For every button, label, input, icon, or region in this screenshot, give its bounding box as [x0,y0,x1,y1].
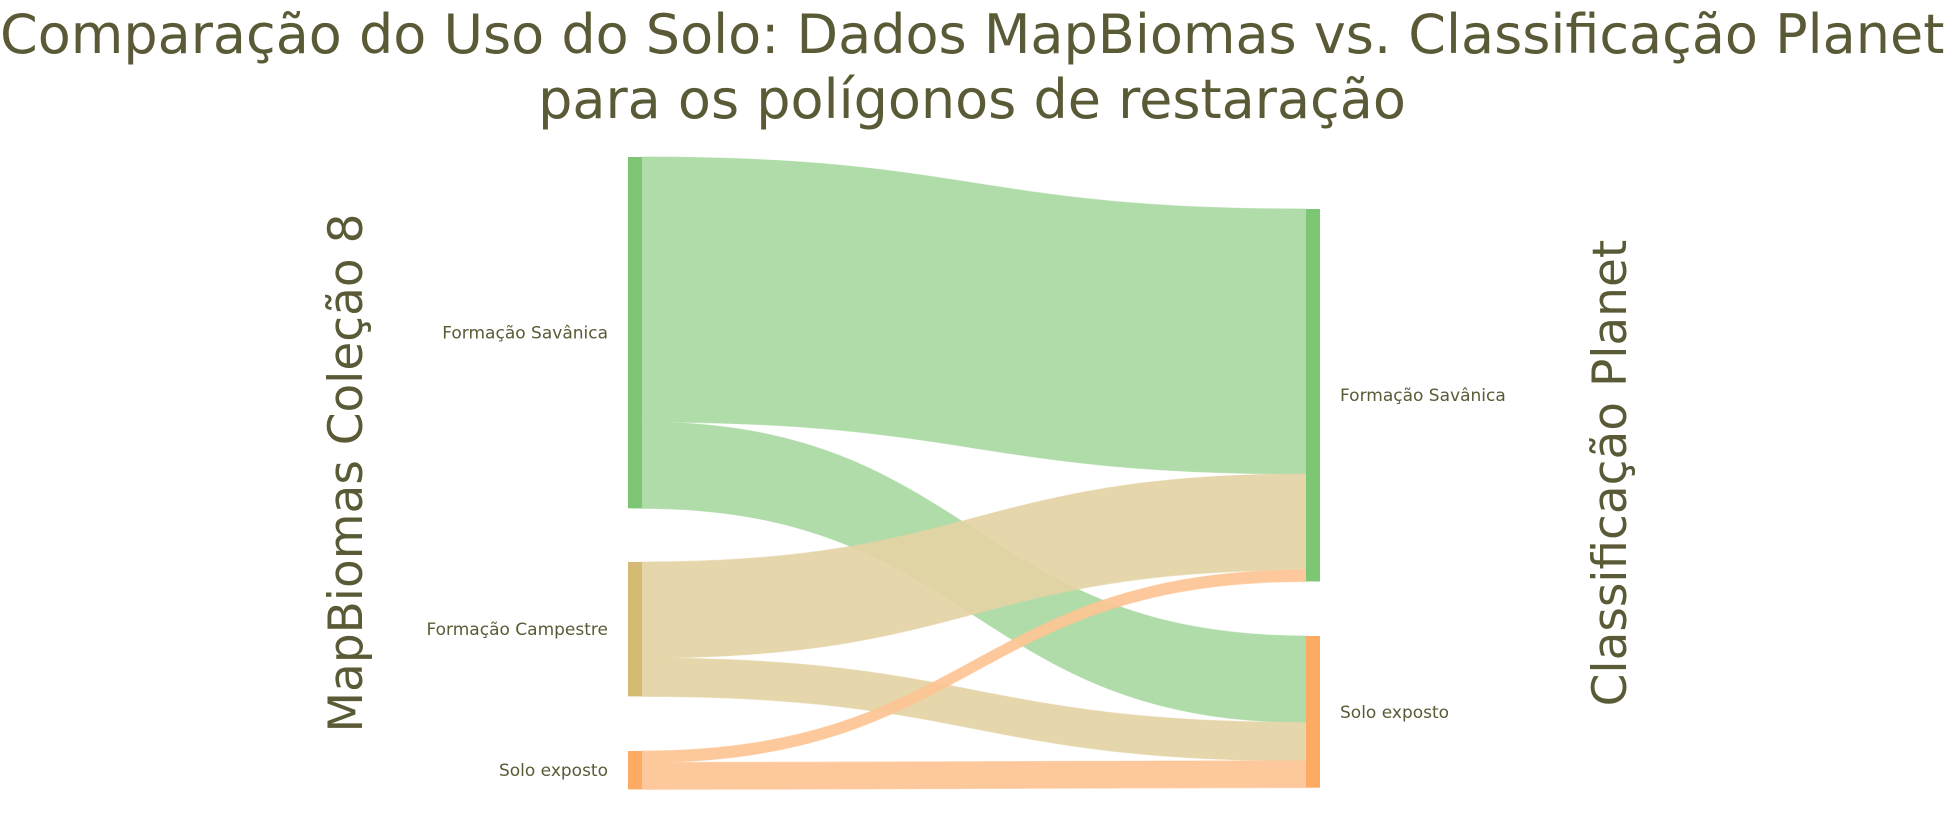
source-node-bar [628,157,642,509]
source-node-label: Formação Savânica [442,324,608,344]
target-node-bar [1306,209,1320,582]
target-node-label: Formação Savânica [1340,386,1506,406]
chart-title-line-1: Comparação do Uso do Solo: Dados MapBiom… [0,3,1944,66]
left-axis-label: MapBiomas Coleção 8 [319,213,374,732]
target-node-label: Solo exposto [1340,703,1449,723]
source-node-bar [628,562,642,697]
chart-title-line-2: para os polígonos de restaração [538,68,1406,131]
target-node-bar [1306,636,1320,788]
source-node-label: Formação Campestre [426,620,608,640]
sankey-link-2-to-1 [641,760,1307,790]
sankey-link-0-to-0 [641,156,1307,475]
source-node-bar [628,751,642,790]
chart-title: Comparação do Uso do Solo: Dados MapBiom… [0,2,1944,132]
nodes-layer [628,157,1320,790]
right-axis-label: Classificação Planet [1583,240,1638,707]
links-layer [641,156,1307,790]
labels-layer: Formação Savânica Formação Campestre Solo … [426,324,1505,782]
source-node-label: Solo exposto [499,761,608,781]
